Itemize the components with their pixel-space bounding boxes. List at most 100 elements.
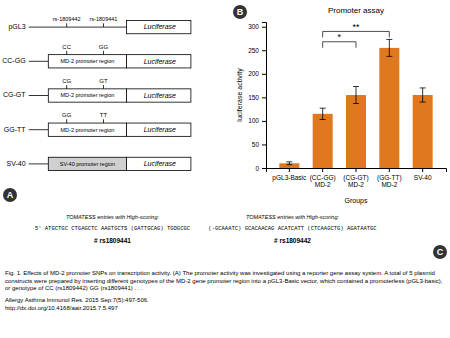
promoter-label: SV-40 promoter region: [60, 161, 115, 167]
y-axis-title: luciferase activity: [236, 68, 244, 122]
y-tick-label: 0: [255, 165, 259, 172]
error-bar-cap: [286, 164, 292, 165]
error-bar: [320, 108, 326, 119]
caption-line: or genotype of CC (rs1809442) GG (rs1809…: [5, 285, 143, 291]
error-bar-stem: [322, 108, 323, 119]
error-bar-cap: [353, 86, 359, 87]
error-bar-stem: [389, 39, 390, 56]
construct: CC-GGMD-2 promoter regionCCGGLuciferase: [2, 44, 191, 68]
y-axis: 0 50 100 150 200 250 300: [248, 23, 266, 172]
vector-line: [29, 27, 127, 28]
luciferase-label: Luciferase: [144, 58, 176, 65]
significance-label: **: [352, 22, 360, 32]
allele-tick: [103, 51, 104, 55]
luciferase-label: Luciferase: [144, 160, 176, 167]
error-bar-cap: [353, 103, 359, 104]
vector-line: [29, 61, 49, 62]
caption-line: constructs were prepared by inserting di…: [5, 278, 443, 284]
luciferase-label: Luciferase: [144, 23, 176, 30]
promoter-box: [48, 55, 126, 68]
error-bar-stem: [289, 162, 290, 165]
luciferase-label: Luciferase: [144, 92, 176, 99]
x-tick-label: SV-40: [414, 174, 432, 181]
error-bar-cap: [420, 102, 426, 103]
allele-label: GG: [99, 44, 109, 50]
panel-label: A: [7, 190, 14, 200]
plot-area: [279, 39, 432, 168]
y-tick-label: 150: [248, 94, 259, 101]
y-tick-label: 200: [248, 70, 259, 77]
promoter-box: [48, 123, 126, 136]
bar: [379, 48, 399, 168]
construct-diagram: pGL3rs-1809442rs-1809441LuciferaseCC-GGM…: [2, 16, 191, 170]
y-tick: 50: [252, 141, 266, 148]
x-tick: (CC-GG)MD-2: [310, 168, 336, 188]
luciferase-box: [127, 89, 191, 102]
sequence-header: TOMATESS entries with High-scoring:: [246, 214, 339, 220]
construct-label: GG-TT: [4, 126, 26, 133]
snp-id: # rs1809442: [274, 237, 311, 244]
construct-label: CC-GG: [2, 57, 25, 64]
y-tick: 100: [248, 117, 266, 124]
bar: [313, 114, 333, 168]
luciferase-box: [127, 55, 191, 68]
error-bar-stem: [356, 87, 357, 104]
sequence-panel: TOMATESS entries with High-scoring: 5' AT…: [35, 214, 377, 243]
allele-label: CG: [62, 78, 71, 84]
panel-label: B: [237, 7, 244, 17]
y-tick-label: 250: [248, 47, 259, 54]
x-tick-mark: [422, 168, 423, 172]
panel-label-group: C: [433, 245, 447, 259]
significance-bracket: [323, 42, 356, 48]
bar: [346, 95, 366, 168]
luciferase-box: [127, 157, 191, 170]
luciferase-label: Luciferase: [144, 126, 176, 133]
y-tick: 250: [248, 47, 266, 54]
y-tick: 200: [248, 70, 266, 77]
y-tick-mark: [262, 144, 266, 145]
x-tick-label: pGL3-Basic: [272, 174, 307, 182]
x-tick-label: (GG-TT)MD-2: [377, 174, 402, 188]
x-tick-mark: [289, 168, 290, 172]
allele-tick: [103, 119, 104, 123]
x-tick: (GG-TT)MD-2: [377, 168, 402, 188]
sequence: 5' ATGCTGC CTGAGCTC AAGTGCTS (GATTGCAG) …: [35, 225, 191, 232]
chart-title: Promoter assay: [328, 6, 384, 15]
promoter-label: MD-2 promoter region: [61, 127, 115, 133]
snp-label: rs-1809442: [53, 16, 81, 22]
allele-label: GG: [62, 112, 72, 118]
doi: http://dx.doi.org/10.4168/aair.2015.7.5.…: [5, 305, 118, 311]
y-tick-mark: [262, 168, 266, 169]
x-axis-title: Groups: [345, 197, 368, 205]
y-axis-line: [262, 23, 267, 169]
snp-id: # rs1809441: [94, 237, 131, 244]
snp-label: rs-1809441: [90, 16, 118, 22]
y-tick-mark: [262, 121, 266, 122]
snp-tick: [103, 23, 104, 27]
y-tick-mark: [262, 50, 266, 51]
promoter-label: MD-2 promoter region: [61, 92, 115, 98]
y-tick-mark: [262, 27, 266, 28]
allele-label: CC: [62, 44, 71, 50]
error-bar: [286, 162, 292, 165]
panel-label-badge: [233, 5, 247, 19]
panel-label-group: A: [3, 188, 17, 202]
error-bar-cap: [386, 56, 392, 57]
x-tick-mark: [322, 168, 323, 172]
x-tick-mark: [356, 168, 357, 172]
y-tick: 0: [255, 165, 266, 172]
significance-bracket: [323, 31, 390, 37]
allele-tick: [66, 119, 67, 123]
x-tick: SV-40: [414, 168, 432, 181]
construct-label: CG-GT: [3, 91, 26, 98]
snp-tick: [66, 23, 67, 27]
luciferase-box: [127, 123, 191, 136]
error-bar: [420, 88, 426, 102]
promoter-box: [48, 89, 126, 102]
y-tick: 300: [248, 23, 266, 30]
y-tick: 150: [248, 94, 266, 101]
construct: SV-40SV-40 promoter regionLuciferase: [7, 157, 191, 170]
bar: [413, 95, 433, 168]
sequence-header: TOMATESS entries with High-scoring:: [66, 214, 159, 220]
error-bar-cap: [320, 108, 326, 109]
